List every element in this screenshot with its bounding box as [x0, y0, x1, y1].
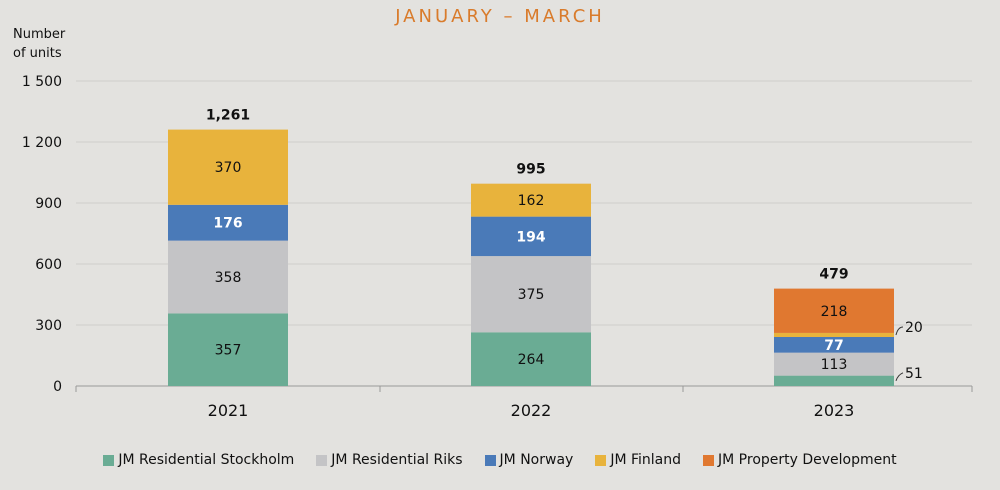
- legend-swatch: [595, 454, 607, 466]
- bar-segment: [168, 313, 288, 386]
- y-tick-label: 300: [35, 318, 62, 334]
- data-label: 358: [215, 270, 242, 286]
- legend-label: JM Finland: [610, 452, 682, 468]
- data-label: 20: [905, 320, 923, 336]
- legend-swatch: [103, 454, 115, 466]
- y-axis-label-line-2: of units: [13, 46, 62, 61]
- legend-label: JM Norway: [499, 452, 574, 468]
- bar-segment: [774, 336, 894, 353]
- legend-item: JM Property Development: [703, 452, 897, 468]
- data-label: 218: [821, 304, 848, 320]
- bar-segment: [471, 256, 591, 333]
- data-label: 357: [215, 343, 242, 359]
- legend-item: JM Norway: [484, 452, 574, 468]
- bar-segment: [168, 240, 288, 314]
- bar-segment: [168, 129, 288, 205]
- legend-swatch: [484, 454, 496, 466]
- legend-item: JM Finland: [595, 452, 681, 468]
- legend-label: JM Property Development: [718, 452, 897, 468]
- callout-line: [895, 326, 904, 336]
- data-label: 176: [213, 216, 242, 232]
- bar-segment: [471, 332, 591, 386]
- data-label: 162: [518, 193, 545, 209]
- legend-item: JM Residential Riks: [316, 452, 463, 468]
- y-tick-label: 0: [53, 379, 62, 395]
- bar-segment: [774, 375, 894, 386]
- x-tick-label: 2021: [208, 401, 249, 420]
- total-label: 995: [516, 162, 545, 178]
- bar-segment: [168, 204, 288, 241]
- y-tick-label: 1 500: [22, 74, 62, 90]
- bar-segment: [471, 183, 591, 217]
- x-tick-label: 2023: [814, 401, 855, 420]
- x-tick-label: 2022: [511, 401, 552, 420]
- bar-segment: [774, 352, 894, 376]
- data-label: 375: [518, 287, 545, 303]
- legend-label: JM Residential Riks: [331, 452, 463, 468]
- total-label: 1,261: [206, 108, 250, 124]
- legend: JM Residential Stockholm JM Residential R…: [0, 452, 1000, 468]
- bar-segment: [774, 288, 894, 333]
- legend-swatch: [703, 454, 715, 466]
- legend-item: JM Residential Stockholm: [103, 452, 294, 468]
- data-label: 370: [215, 160, 242, 176]
- data-label: 194: [516, 229, 545, 245]
- chart-title: JANUARY – MARCH: [395, 6, 605, 27]
- y-axis-label: Number of units: [13, 25, 65, 63]
- y-tick-label: 900: [35, 196, 62, 212]
- bar-segment: [774, 332, 894, 337]
- legend-swatch: [316, 454, 328, 466]
- legend-label: JM Residential Stockholm: [118, 452, 295, 468]
- data-label: 77: [824, 338, 843, 354]
- callout-line: [895, 372, 904, 381]
- data-label: 51: [905, 366, 923, 382]
- y-axis-label-line-1: Number: [13, 27, 66, 42]
- y-tick-label: 1 200: [22, 135, 62, 151]
- bar-segment: [471, 216, 591, 257]
- total-label: 479: [819, 267, 848, 283]
- data-label: 113: [821, 357, 848, 373]
- data-label: 264: [518, 352, 545, 368]
- y-tick-label: 600: [35, 257, 62, 273]
